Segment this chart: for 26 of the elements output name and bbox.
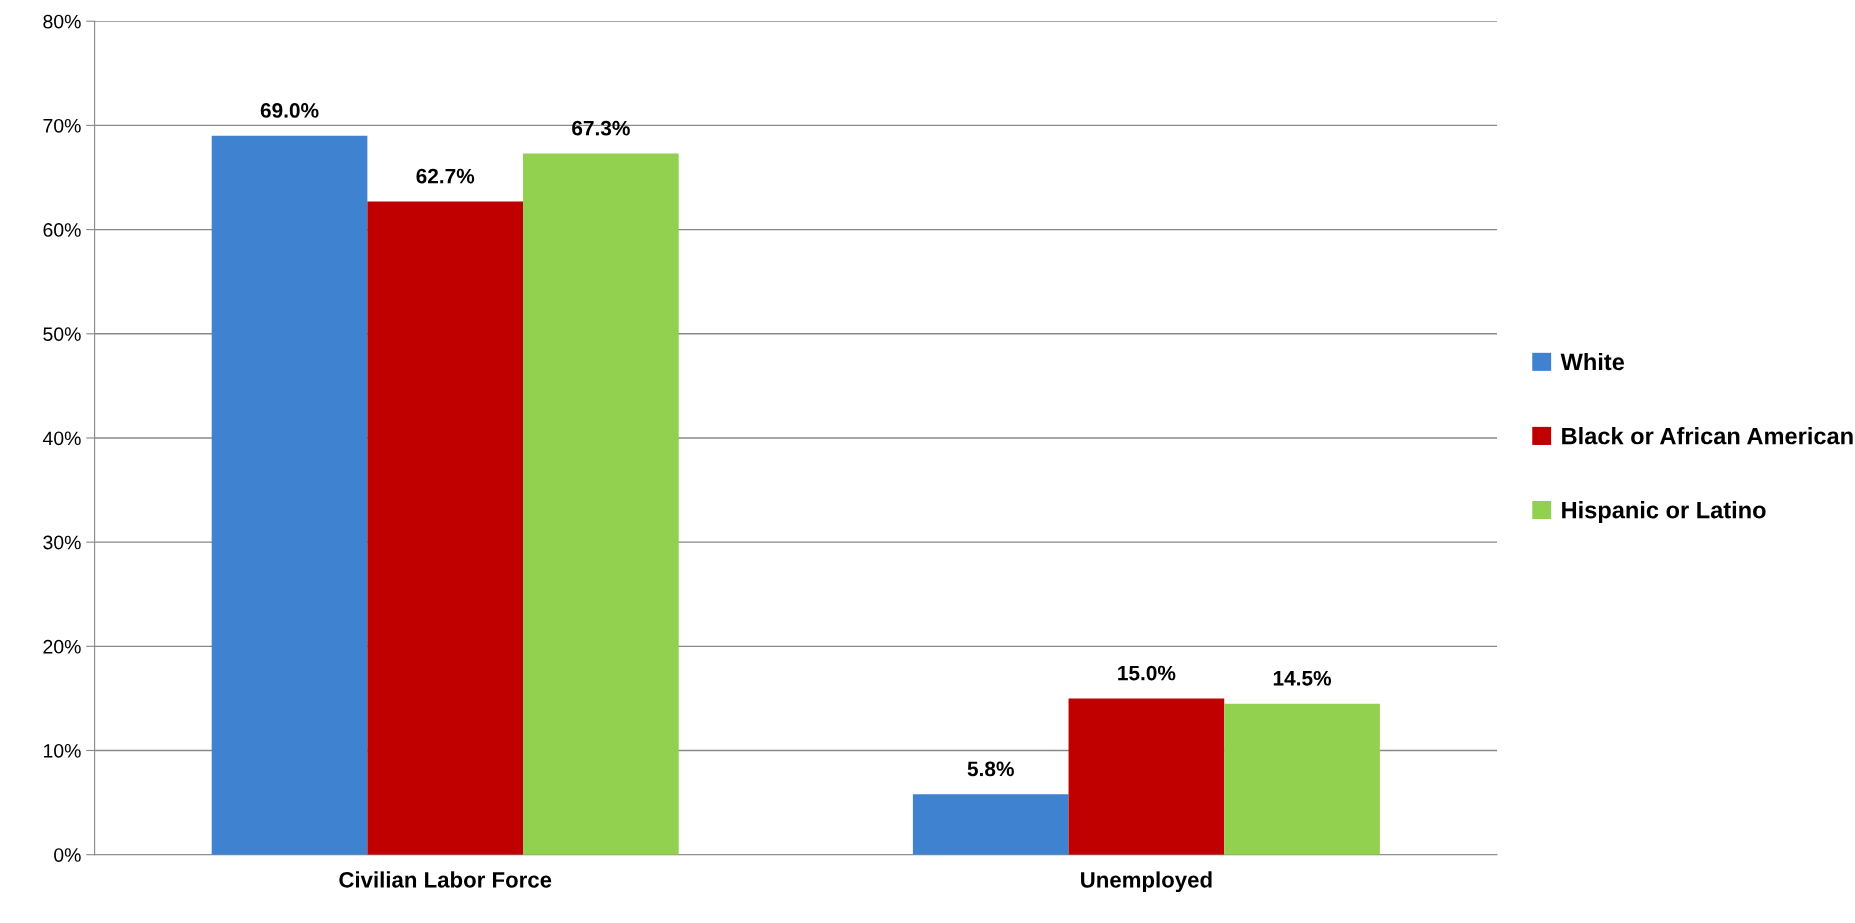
legend-label: Black or African American [1562,427,1853,445]
bar [1068,698,1225,855]
y-tick-label: 30% [43,535,81,550]
data-label: 14.5% [1273,670,1332,686]
y-tick-label: 40% [42,431,81,446]
bar [211,135,368,855]
bar [1224,703,1380,855]
bar [523,153,679,855]
data-label: 15.0% [1118,665,1176,681]
y-tick-label: 20% [43,639,81,654]
y-tick-label: 50% [43,327,81,342]
y-tick-label: 70% [43,118,81,133]
legend-label: White [1560,352,1625,371]
data-label: 67.3% [572,120,630,136]
legend-label: Hispanic or Latino [1562,501,1766,524]
data-label: 5.8% [967,761,1014,777]
x-tick-label: Unemployed [1081,871,1212,893]
bar [912,794,1069,855]
data-label: 69.0% [260,103,319,118]
y-tick-label: 80% [43,14,81,29]
bar [367,201,524,855]
y-tick-label: 0% [54,848,81,862]
data-label: 62.7% [416,168,475,184]
y-tick-label: 60% [43,223,81,237]
x-tick-label: Civilian Labor Force [339,871,552,888]
y-tick-label: 10% [43,743,81,758]
